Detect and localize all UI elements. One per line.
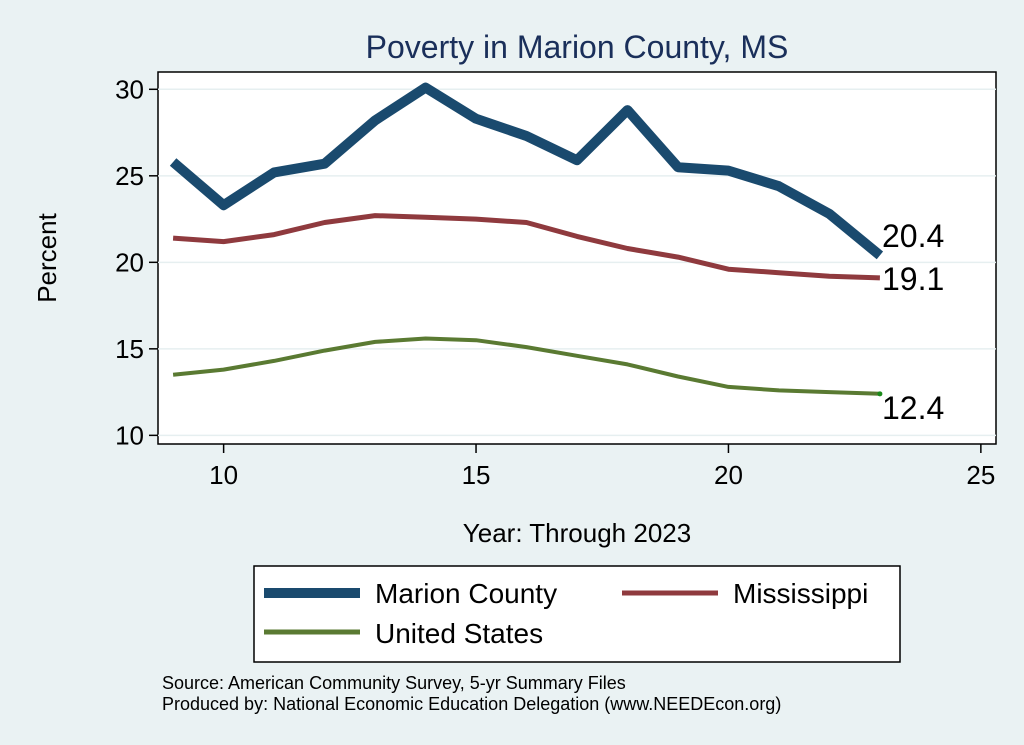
x-axis-label: Year: Through 2023 — [463, 518, 691, 548]
y-tick-label: 10 — [115, 420, 144, 450]
end-label-united-states: 12.4 — [882, 390, 944, 426]
legend-label-marion-county: Marion County — [375, 578, 557, 609]
end-labels: 20.4 19.1 12.4 — [882, 218, 944, 426]
series-line-united-states — [172, 336, 880, 396]
y-tick-label: 25 — [115, 161, 144, 191]
produced-by-note: Produced by: National Economic Education… — [162, 694, 781, 714]
series-line-marion-county — [169, 82, 884, 260]
data-point-united-states — [877, 391, 883, 397]
source-note: Source: American Community Survey, 5-yr … — [162, 673, 626, 693]
legend-label-united-states: United States — [375, 618, 543, 649]
y-tick-label: 15 — [115, 334, 144, 364]
series-layer — [169, 82, 884, 397]
chart-title: Poverty in Marion County, MS — [366, 29, 789, 65]
legend-label-mississippi: Mississippi — [733, 578, 868, 609]
y-tick-label: 20 — [115, 247, 144, 277]
x-tick-label: 10 — [209, 460, 238, 490]
legend-box — [253, 565, 901, 663]
axes: 10 15 20 25 30 10 15 20 25 — [115, 74, 995, 490]
y-tick-label: 30 — [115, 74, 144, 104]
x-tick-label: 25 — [966, 460, 995, 490]
gridlines — [158, 88, 996, 437]
end-label-mississippi: 19.1 — [882, 261, 944, 297]
legend: Marion County Mississippi United States — [253, 565, 901, 663]
series-line-mississippi — [172, 213, 880, 281]
y-axis-label: Percent — [32, 212, 62, 302]
x-tick-label: 15 — [462, 460, 491, 490]
end-label-marion-county: 20.4 — [882, 218, 944, 254]
plot-area — [157, 71, 997, 445]
x-tick-label: 20 — [714, 460, 743, 490]
